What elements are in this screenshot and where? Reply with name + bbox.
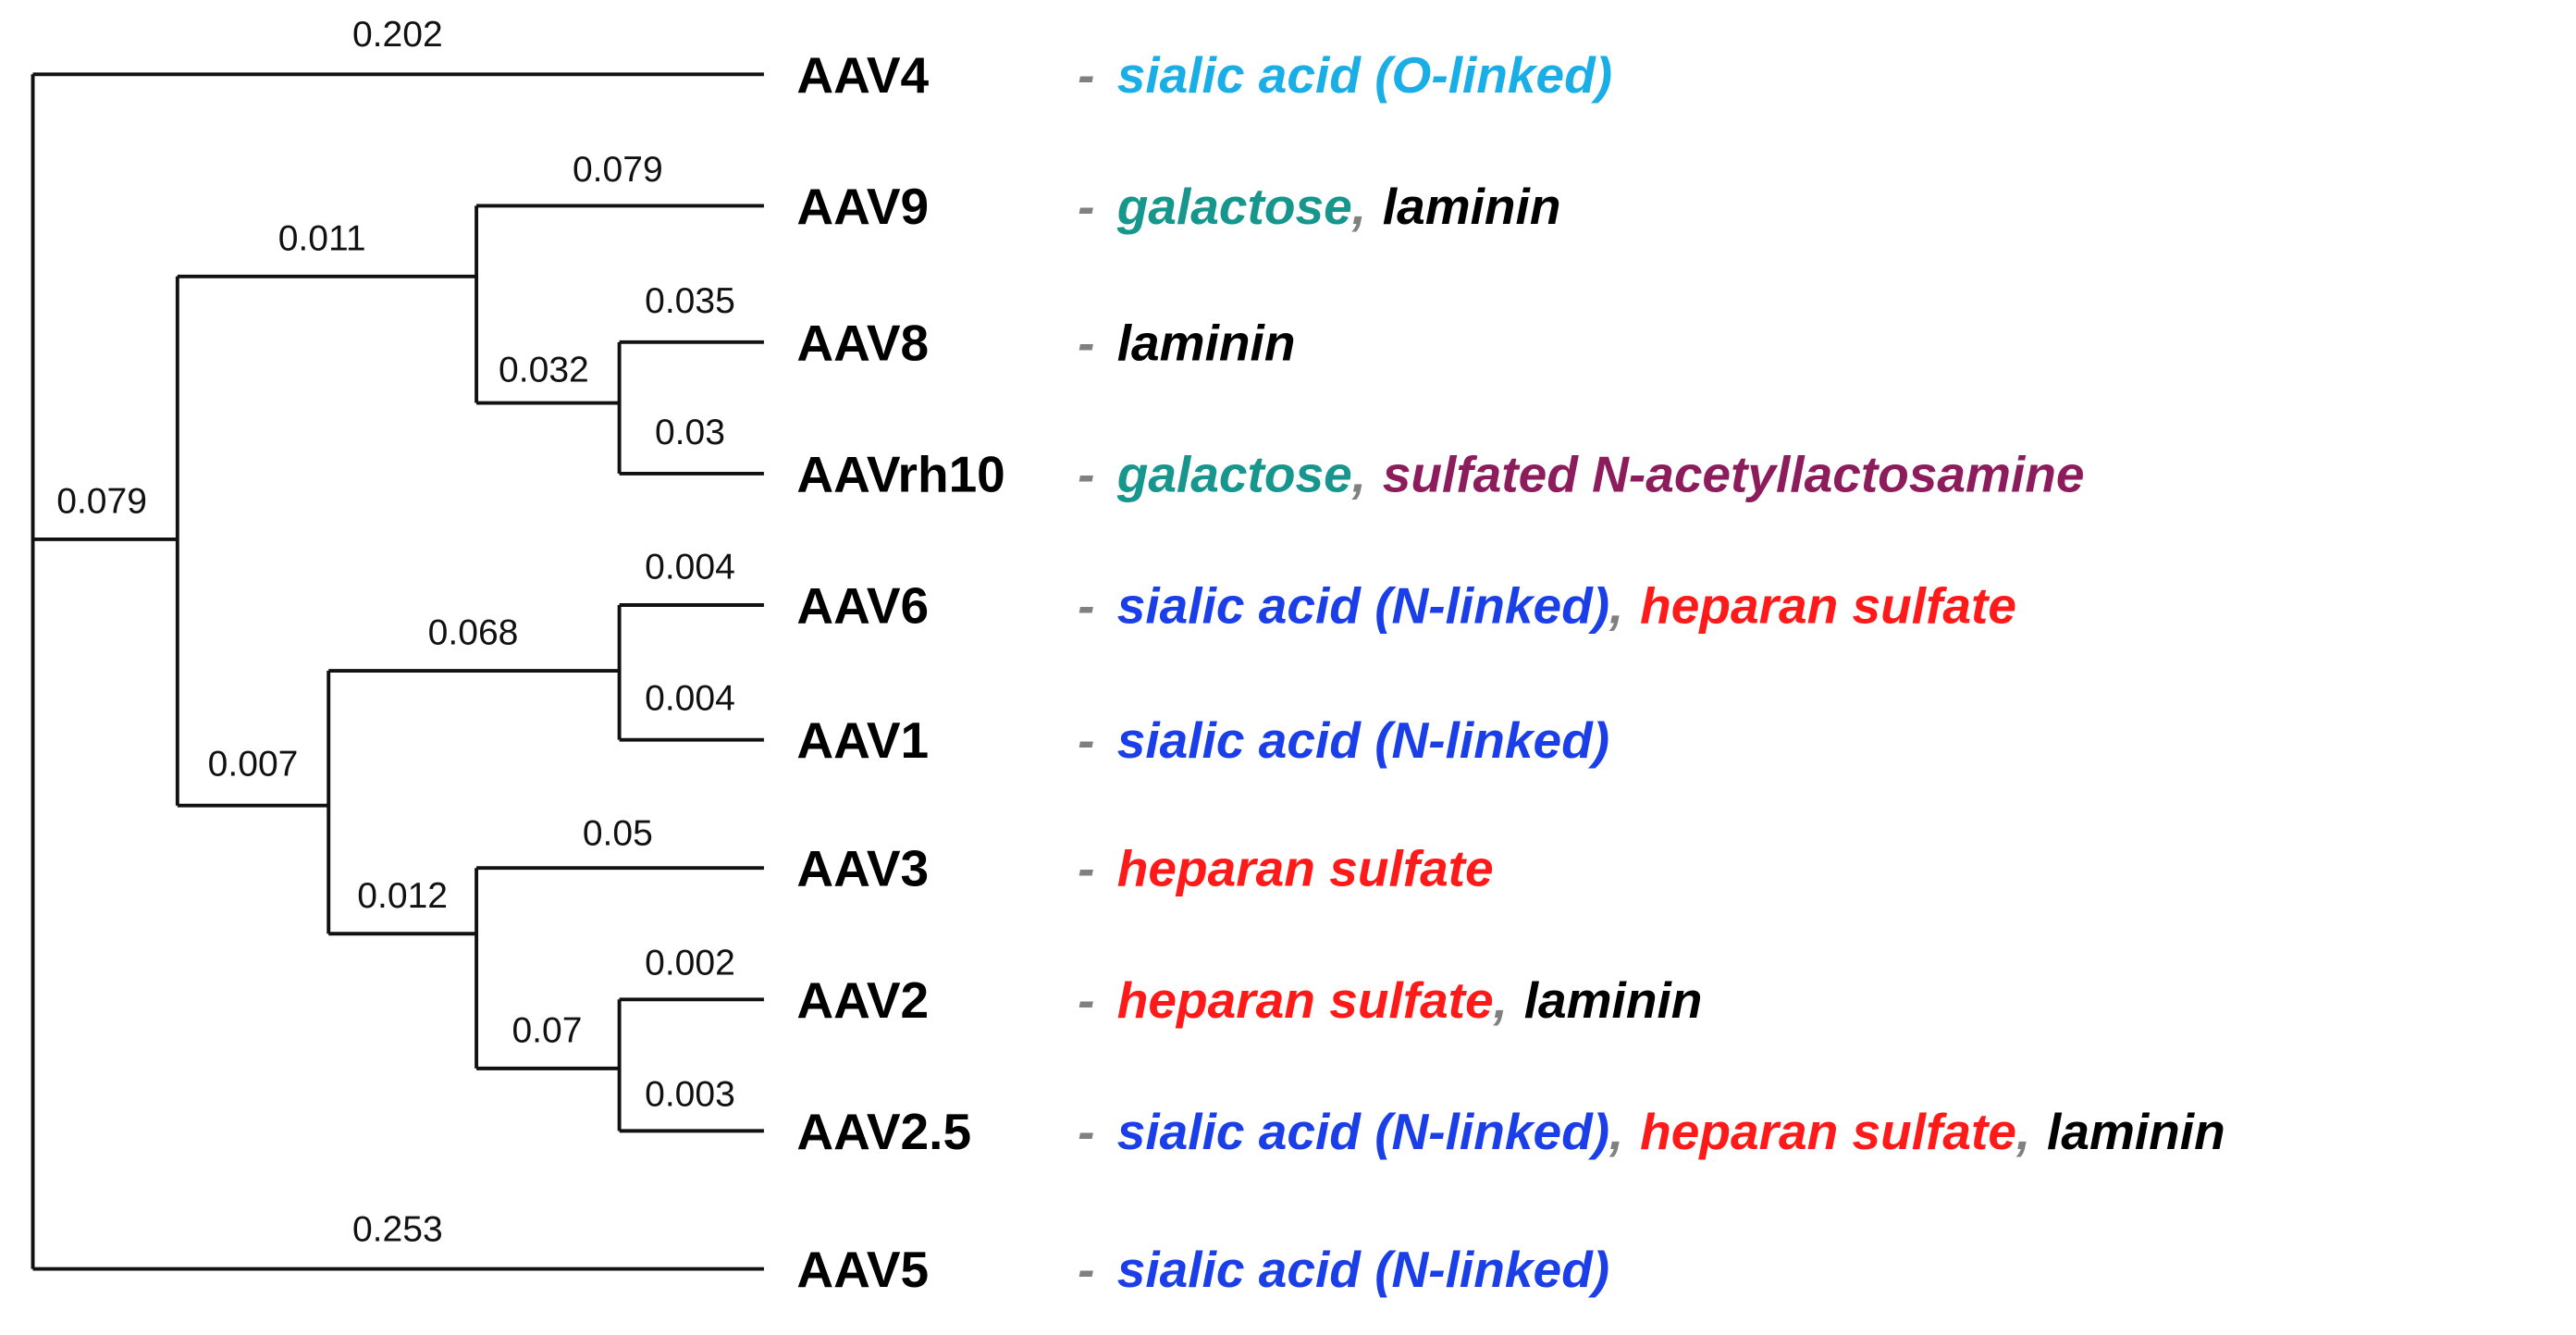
branch-length: 0.03 (655, 413, 725, 452)
branch-length: 0.079 (573, 150, 663, 190)
receptor: heparan sulfate (1640, 1103, 2016, 1160)
leaf-name: AAV8 (796, 314, 929, 371)
branch-length: 0.079 (56, 482, 147, 522)
dash: - (1078, 178, 1094, 235)
dash: - (1078, 711, 1094, 769)
separator: , (1351, 445, 1366, 502)
leaf-name: AAV3 (796, 840, 929, 897)
receptor-list: sialic acid (N-linked), heparan sulfate (1117, 577, 2016, 635)
branch-length: 0.002 (645, 944, 735, 983)
leaf-name: AAVrh10 (796, 445, 1005, 502)
receptor: laminin (1117, 314, 1296, 371)
receptor: heparan sulfate (1117, 840, 1494, 897)
branch-length: 0.011 (278, 218, 366, 258)
leaf-name: AAV4 (796, 46, 929, 104)
receptor: galactose (1116, 445, 1352, 502)
receptor: sialic acid (N-linked) (1117, 1241, 1609, 1298)
receptor: sialic acid (N-linked) (1117, 711, 1609, 769)
leaf-name: AAV9 (796, 178, 929, 235)
dash: - (1078, 46, 1094, 104)
receptor-list: galactose, laminin (1116, 178, 1561, 235)
branch-length: 0.068 (428, 613, 519, 653)
branch-length: 0.202 (352, 15, 443, 55)
dash: - (1078, 314, 1094, 371)
tree-lines (31, 72, 764, 1271)
dash: - (1078, 577, 1094, 635)
receptor: heparan sulfate (1640, 577, 2016, 635)
receptor-list: sialic acid (N-linked) (1117, 711, 1609, 769)
receptor-list: heparan sulfate (1117, 840, 1494, 897)
separator: , (1608, 1103, 1623, 1160)
receptor: sialic acid (N-linked) (1117, 1103, 1609, 1160)
receptor: laminin (1383, 178, 1561, 235)
branch-length: 0.012 (357, 876, 448, 916)
dash: - (1078, 445, 1094, 502)
leaf-name: AAV2 (796, 971, 929, 1029)
dash: - (1078, 1241, 1094, 1298)
receptor: sialic acid (O-linked) (1117, 46, 1612, 104)
leaf-name: AAV1 (796, 711, 929, 769)
branch-length: 0.032 (499, 350, 589, 389)
branch-length: 0.05 (583, 813, 653, 853)
receptor-list: galactose, sulfated N-acetyllactosamine (1116, 445, 2085, 502)
branch-length: 0.004 (645, 679, 735, 719)
separator: , (1351, 178, 1366, 235)
receptor: galactose (1116, 178, 1352, 235)
leaf-name: AAV5 (796, 1241, 929, 1298)
dash: - (1078, 1103, 1094, 1160)
branch-length: 0.07 (512, 1010, 582, 1050)
receptor-list: laminin (1117, 314, 1296, 371)
receptor-list: sialic acid (N-linked), heparan sulfate, l… (1117, 1103, 2225, 1160)
leaf-name: AAV6 (796, 577, 929, 635)
receptor: laminin (1524, 971, 1703, 1029)
branch-length: 0.007 (208, 745, 299, 785)
receptor-list: sialic acid (N-linked) (1117, 1241, 1609, 1298)
separator: , (2015, 1103, 2030, 1160)
branch-length: 0.035 (645, 281, 735, 321)
separator: , (1493, 971, 1508, 1029)
receptor-list: heparan sulfate, laminin (1117, 971, 1703, 1029)
branch-length: 0.003 (645, 1075, 735, 1115)
leaf-name: AAV2.5 (796, 1103, 971, 1160)
dash: - (1078, 971, 1094, 1029)
receptor: laminin (2047, 1103, 2225, 1160)
dash: - (1078, 840, 1094, 897)
receptor-list: sialic acid (O-linked) (1117, 46, 1612, 104)
receptor: sulfated N-acetyllactosamine (1383, 445, 2085, 502)
branch-length: 0.004 (645, 548, 735, 587)
receptor: sialic acid (N-linked) (1117, 577, 1609, 635)
receptor: heparan sulfate (1117, 971, 1494, 1029)
branch-length: 0.253 (352, 1209, 443, 1249)
separator: , (1608, 577, 1623, 635)
